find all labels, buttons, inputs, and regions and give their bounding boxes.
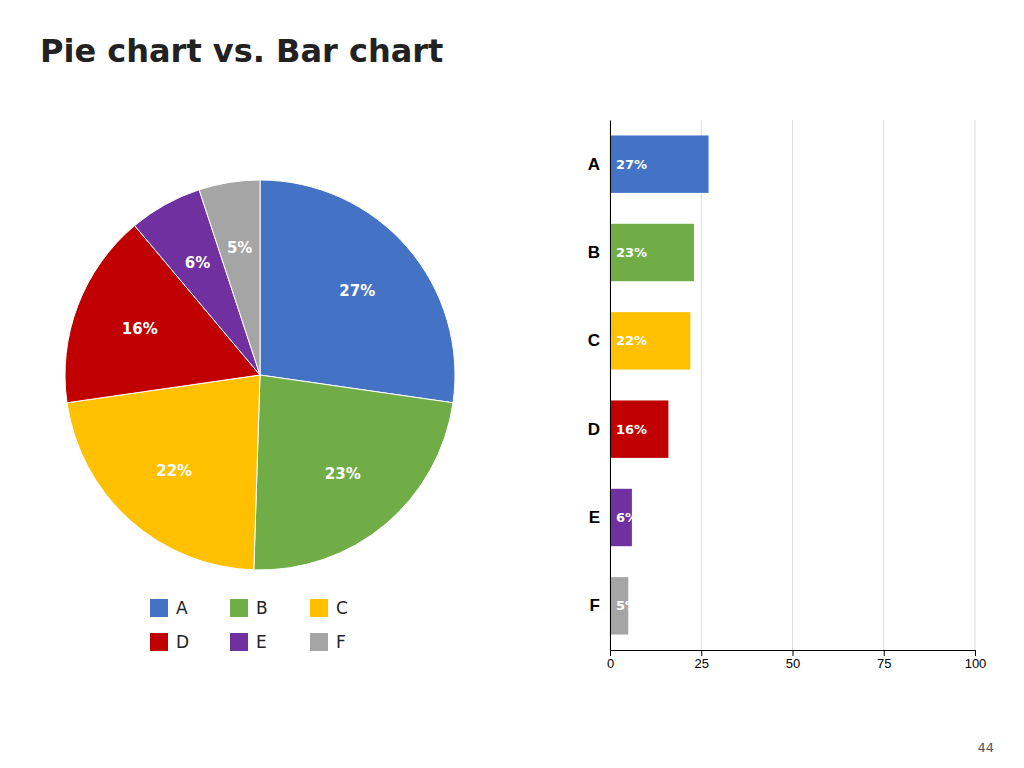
title: Pie chart vs. Bar chart [40, 32, 443, 70]
legend-item: D [150, 632, 189, 652]
y-tick-label: C [588, 331, 600, 350]
legend-item: C [310, 598, 348, 618]
y-tick-label: D [588, 420, 600, 439]
x-tick: 50 [786, 650, 800, 671]
data-label: 22% [156, 462, 192, 480]
grid-line [610, 120, 611, 650]
legend-swatch [150, 633, 168, 651]
data-label: 16% [616, 422, 647, 437]
y-tick-label: B [588, 243, 600, 262]
legend-swatch [310, 599, 328, 617]
legend-label: A [176, 598, 188, 618]
x-axis-line [611, 651, 976, 657]
x-tick-label: 50 [786, 656, 800, 671]
legend-swatch [230, 599, 248, 617]
y-tick-label: F [590, 596, 600, 615]
y-tick: A [588, 155, 600, 174]
data-labels: 27% 23% 22% 16% 6% 5% [616, 157, 647, 614]
bar [610, 312, 690, 369]
legend-swatch [150, 599, 168, 617]
data-label: 23% [616, 245, 647, 260]
legend-label: F [336, 632, 346, 652]
y-tick: E [589, 508, 600, 527]
x-tick-label: 75 [877, 656, 891, 671]
chart-canvas: Pie chart vs. Bar chart 44 27% 23% 22% 16% 6% 5… [0, 0, 1024, 768]
pie-slice [67, 375, 260, 570]
legend-label: D [176, 632, 189, 652]
data-label: 27% [339, 282, 375, 300]
y-tick-label: A [588, 155, 600, 174]
grid-line [883, 120, 884, 650]
data-label: 6% [185, 254, 210, 272]
legend-item: F [310, 632, 346, 652]
legend-label: E [256, 632, 267, 652]
grid-line [701, 120, 702, 650]
pie-slice [254, 375, 453, 570]
bar [610, 400, 668, 457]
x-tick: 25 [695, 650, 709, 671]
legend-swatch [230, 633, 248, 651]
data-label: 27% [616, 157, 647, 172]
grid [610, 120, 975, 650]
data-label: 5% [227, 239, 252, 257]
data-label: 23% [325, 465, 361, 483]
grid-line [975, 120, 976, 650]
data-label: 6% [616, 510, 638, 525]
bar [610, 224, 694, 281]
x-tick-mark [701, 650, 702, 656]
y-tick: F [590, 596, 600, 615]
data-label: 5% [616, 598, 638, 613]
bars [610, 135, 709, 634]
grid-line [792, 120, 793, 650]
legend-item: E [230, 632, 267, 652]
x-tick: 100 [965, 650, 987, 671]
x-tick: 75 [877, 650, 891, 671]
bar [610, 135, 709, 192]
y-tick-label: E [589, 508, 600, 527]
pie-slice [199, 180, 260, 375]
y-tick: B [588, 243, 600, 262]
x-tick: 0 [607, 650, 614, 671]
data-label: 22% [616, 333, 647, 348]
x-tick-mark [884, 650, 885, 656]
legend-label: B [256, 598, 268, 618]
x-tick-mark [793, 650, 794, 656]
x-tick-label: 25 [695, 656, 709, 671]
y-axis: A B C D E F [588, 121, 611, 651]
legend-item: A [150, 598, 188, 618]
x-tick-mark [975, 650, 976, 656]
y-tick: D [588, 420, 600, 439]
legend-label: C [336, 598, 348, 618]
legend: A B C D E F [150, 598, 348, 652]
page-number: 44 [977, 740, 994, 755]
legend-swatch [310, 633, 328, 651]
y-axis-line [610, 121, 611, 651]
pie: 27% 23% 22% 16% 6% 5% [65, 180, 455, 570]
x-tick-label: 100 [965, 656, 987, 671]
data-label: 16% [122, 320, 158, 338]
x-tick-label: 0 [607, 656, 614, 671]
y-tick: C [588, 331, 600, 350]
pie-slice [260, 180, 455, 403]
x-axis: 0 25 50 75 100 [607, 650, 986, 671]
x-tick-mark [610, 650, 611, 656]
legend-item: B [230, 598, 268, 618]
